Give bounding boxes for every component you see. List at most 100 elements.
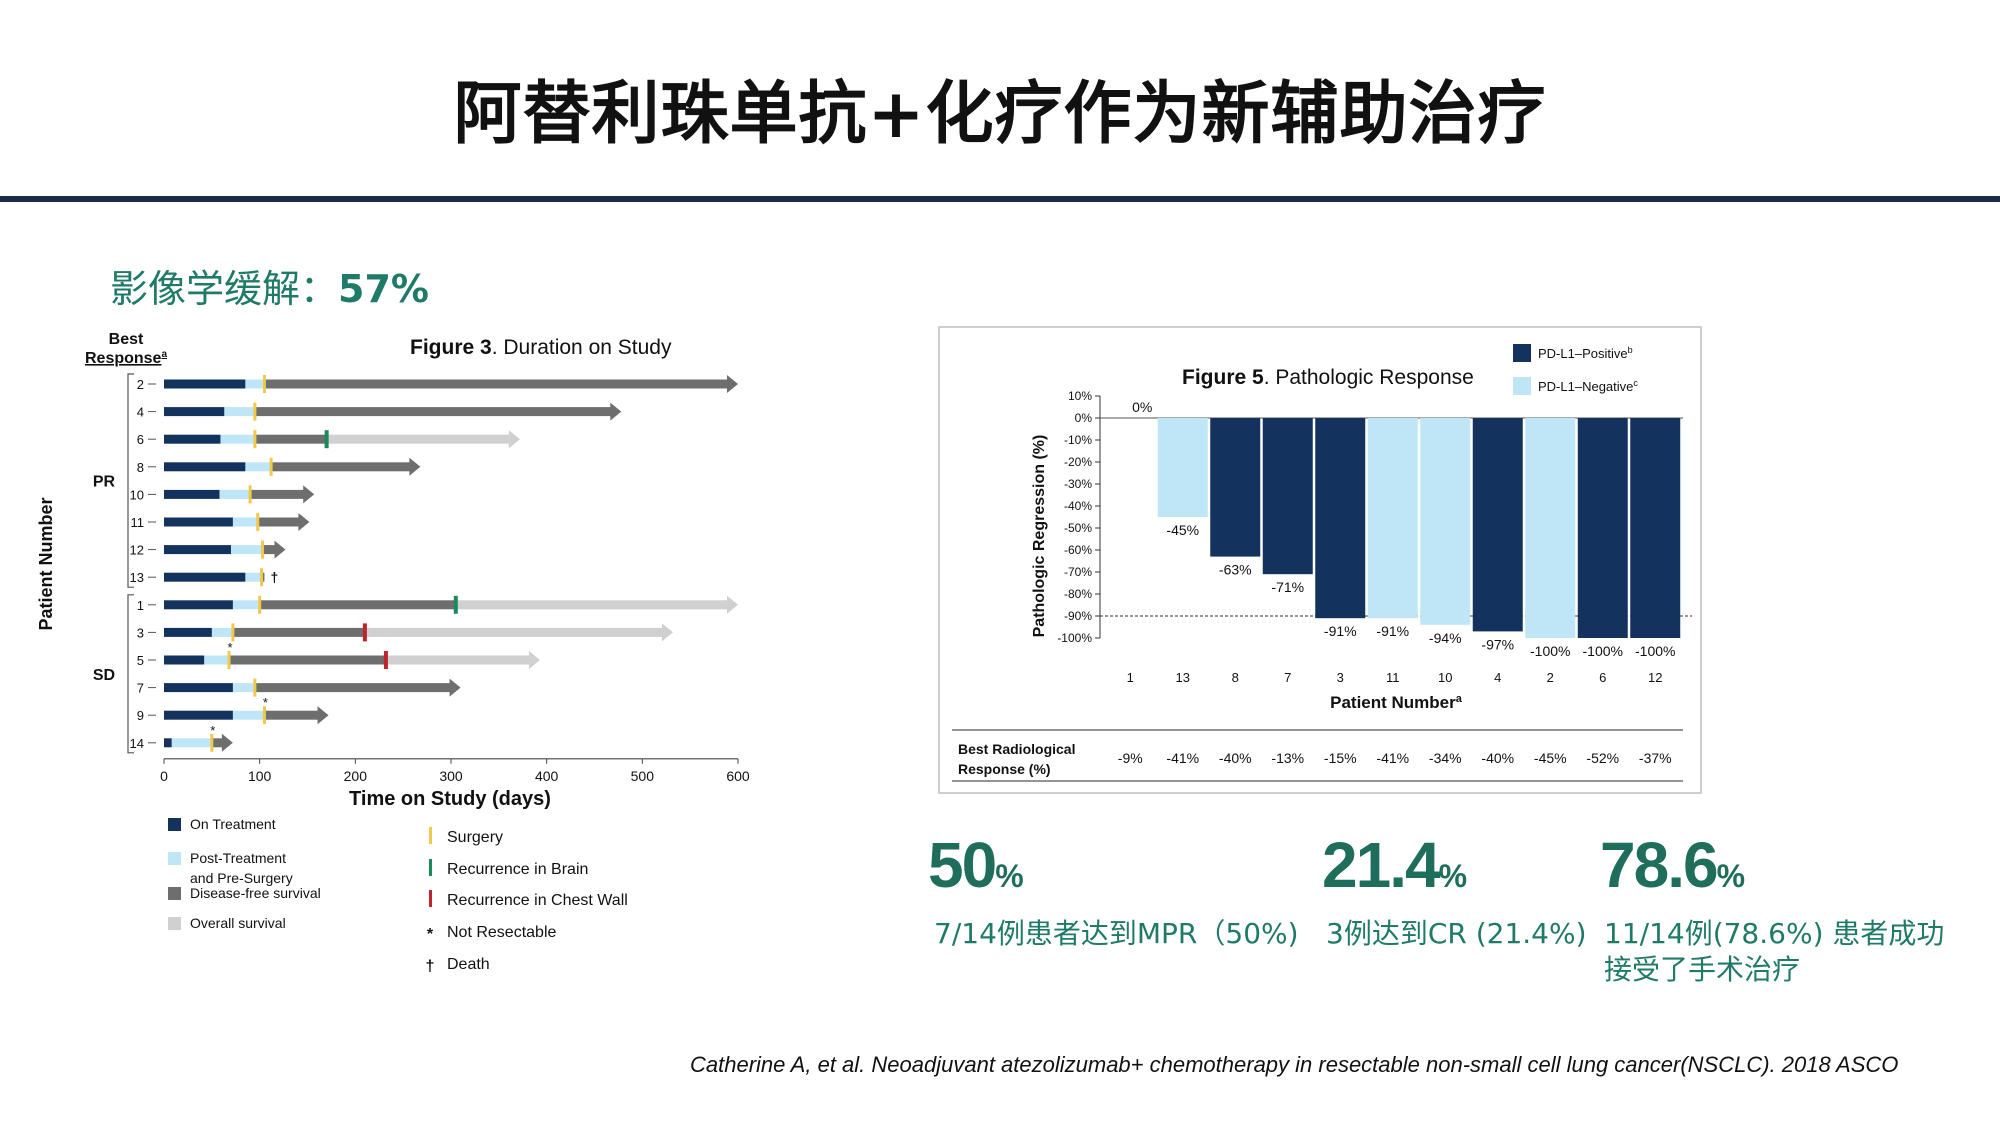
surgery-marker <box>210 733 214 752</box>
swimmer-patient-label: 9 <box>137 708 144 723</box>
dfs-arrow <box>449 678 461 697</box>
waterfall-bar <box>1577 418 1628 638</box>
surgery-marker <box>261 540 265 559</box>
waterfall-y-tick-label: 0% <box>1075 411 1093 425</box>
swimmer-patient-label: 5 <box>137 653 144 668</box>
waterfall-y-tick-label: -10% <box>1064 433 1092 447</box>
not-resectable-marker: * <box>210 723 215 738</box>
stat-cr-description: 3例达到CR (21.4%) <box>1326 917 1587 950</box>
swimmer-patient-label: 11 <box>131 515 145 530</box>
surgery-marker <box>256 513 260 531</box>
swimmer-legend-label: Not Resectable <box>447 924 556 941</box>
swimmer-patient-label: 8 <box>137 460 144 475</box>
os-bar <box>326 434 510 444</box>
os-bar <box>385 655 530 665</box>
dfs-bar <box>264 379 728 389</box>
waterfall-category-label: 3 <box>1337 670 1344 685</box>
swimmer-legend-label: Disease-free survival <box>190 885 321 901</box>
waterfall-bar <box>1315 418 1366 619</box>
recurrence-chest-wall-marker <box>383 651 388 669</box>
swimmer-patient-label: 6 <box>137 432 144 447</box>
waterfall-value-label: -91% <box>1324 623 1357 639</box>
os-arrow <box>661 623 673 642</box>
group-label: SD <box>93 667 115 684</box>
waterfall-chart: Figure 5. Pathologic Response Pathologic… <box>938 326 1702 794</box>
on-treatment-bar <box>164 489 220 499</box>
on-treatment-bar <box>164 572 246 582</box>
dfs-bar <box>264 710 319 720</box>
post-treatment-bar <box>220 434 255 444</box>
dfs-arrow <box>221 733 233 752</box>
waterfall-category-label: 13 <box>1176 670 1190 685</box>
swimmer-legend-symbol <box>429 890 432 907</box>
waterfall-xlabel: Patient Numbera <box>1330 693 1463 712</box>
dfs-bar <box>229 655 386 665</box>
waterfall-value-label: -91% <box>1376 623 1409 639</box>
waterfall-y-tick-label: -40% <box>1064 499 1092 513</box>
stat-surgery-description: 11/14例(78.6%) 患者成功接受了手术治疗 <box>1604 917 1945 986</box>
surgery-marker <box>248 485 252 504</box>
dfs-bar <box>262 545 276 555</box>
waterfall-value-label: -100% <box>1583 643 1623 659</box>
waterfall-bar <box>1420 418 1471 625</box>
waterfall-bar <box>1262 418 1313 575</box>
post-treatment-bar <box>232 710 265 720</box>
dfs-arrow <box>274 540 286 559</box>
swimmer-ylabel: Patient Number <box>36 497 56 630</box>
swimmer-legend-label: Post-Treatment <box>190 850 286 866</box>
swimmer-x-tick-label: 300 <box>439 768 463 784</box>
waterfall-value-label: -100% <box>1635 643 1675 659</box>
waterfall-bar <box>1630 418 1681 638</box>
waterfall-bar <box>1525 418 1576 638</box>
swimmer-x-tick-label: 200 <box>344 768 368 784</box>
dfs-bar <box>271 462 411 472</box>
swimmer-legend-swatch <box>168 917 181 930</box>
os-arrow <box>528 651 540 669</box>
dfs-bar <box>254 434 327 444</box>
surgery-marker <box>227 651 231 669</box>
swimmer-legend-symbol <box>429 827 432 844</box>
dfs-arrow <box>610 402 622 421</box>
waterfall-y-tick-label: -70% <box>1064 565 1092 579</box>
on-treatment-bar <box>164 434 221 444</box>
surgery-marker <box>262 706 266 725</box>
dfs-bar <box>232 627 365 637</box>
waterfall-value-label: 0% <box>1132 399 1152 415</box>
swimmer-legend-label: Recurrence in Brain <box>447 861 588 878</box>
swimmer-legend-symbol: * <box>427 926 434 943</box>
best-response-label-line2: Responsea <box>85 349 167 367</box>
dfs-bar <box>254 407 612 417</box>
dfs-arrow <box>317 706 329 725</box>
waterfall-bar <box>1367 418 1418 619</box>
waterfall-value-label: -94% <box>1429 630 1462 646</box>
waterfall-category-label: 4 <box>1494 670 1501 685</box>
radiological-response-value: -13% <box>1271 750 1304 766</box>
radiological-response-value: -37% <box>1639 750 1672 766</box>
swimmer-legend-label: and Pre-Surgery <box>190 870 293 886</box>
post-treatment-bar <box>171 738 212 748</box>
waterfall-y-tick-label: -20% <box>1064 455 1092 469</box>
waterfall-title: Figure 5. Pathologic Response <box>1182 366 1474 389</box>
swimmer-patient-label: 1 <box>137 598 144 613</box>
waterfall-category-label: 11 <box>1386 670 1400 685</box>
surgery-marker <box>253 430 257 449</box>
group-bracket <box>127 373 134 588</box>
dfs-arrow <box>303 485 315 504</box>
on-treatment-bar <box>164 710 233 720</box>
radiological-response-value: -15% <box>1324 750 1357 766</box>
dfs-arrow <box>727 375 738 393</box>
not-resectable-marker: * <box>263 695 268 710</box>
radiology-response-value: 57% <box>338 267 429 311</box>
dfs-bar <box>259 600 456 610</box>
waterfall-y-tick-label: 10% <box>1068 389 1092 403</box>
os-arrow <box>508 430 520 449</box>
waterfall-value-label: -97% <box>1481 636 1514 652</box>
post-treatment-bar <box>232 517 258 527</box>
swimmer-patient-label: 13 <box>130 570 144 585</box>
surgery-marker <box>260 568 264 587</box>
post-treatment-bar <box>204 655 230 665</box>
swimmer-legend-label: Death <box>447 956 490 973</box>
recurrence-brain-marker <box>453 595 458 614</box>
swimmer-legend-swatch <box>168 887 181 900</box>
title-divider <box>0 196 2000 202</box>
